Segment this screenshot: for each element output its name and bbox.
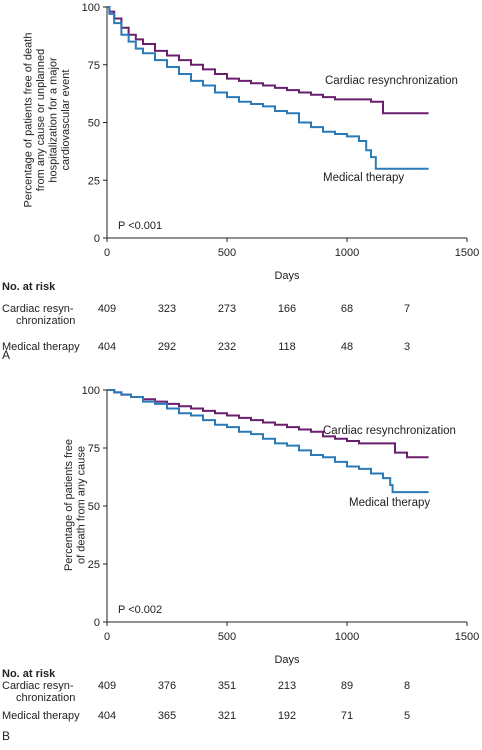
risk-value: 213 bbox=[277, 680, 297, 692]
y-tick-label: 25 bbox=[88, 175, 100, 187]
risk-value: 365 bbox=[157, 710, 177, 722]
risk-value: 166 bbox=[277, 303, 297, 315]
x-tick-label: 0 bbox=[104, 631, 110, 643]
y-axis-title: Percentage of patients free of deathfrom… bbox=[22, 33, 72, 208]
x-tick-label: 500 bbox=[218, 247, 236, 259]
risk-value: 71 bbox=[340, 710, 354, 722]
risk-row-label: chronization bbox=[16, 692, 76, 704]
x-tick-label: 1500 bbox=[455, 247, 479, 259]
y-tick-label: 100 bbox=[82, 2, 100, 14]
risk-value: 409 bbox=[97, 303, 117, 315]
x-tick-label: 1500 bbox=[455, 631, 479, 643]
y-tick-label: 50 bbox=[88, 118, 100, 130]
y-tick-label: 75 bbox=[88, 60, 100, 72]
risk-table-header: No. at risk bbox=[2, 668, 56, 680]
series-line-med bbox=[107, 389, 429, 494]
series-label-crt: Cardiac resynchronization bbox=[325, 75, 458, 87]
y-tick-label: 0 bbox=[94, 233, 100, 245]
risk-value: 118 bbox=[278, 341, 296, 353]
risk-value: 409 bbox=[97, 680, 117, 692]
x-axis-title: Days bbox=[274, 270, 300, 282]
x-tick-label: 1000 bbox=[335, 631, 359, 643]
y-tick-label: 0 bbox=[94, 617, 100, 629]
series-label-med: Medical therapy bbox=[323, 172, 404, 184]
risk-row-label: Cardiac resyn- bbox=[2, 680, 74, 692]
risk-value: 404 bbox=[97, 710, 117, 722]
risk-value: 232 bbox=[217, 341, 237, 353]
p-value-label: P <0.002 bbox=[118, 604, 162, 616]
y-axis-title: Percentage of patients freeof death from… bbox=[63, 439, 88, 571]
risk-table-header: No. at risk bbox=[2, 281, 56, 293]
risk-row-label: Cardiac resyn- bbox=[2, 303, 74, 315]
risk-row-label: Medical therapy bbox=[2, 341, 80, 353]
risk-value: 3 bbox=[403, 341, 411, 353]
risk-value: 68 bbox=[340, 303, 354, 315]
x-axis-title: Days bbox=[274, 654, 300, 666]
risk-value: 321 bbox=[217, 710, 237, 722]
risk-value: 376 bbox=[157, 680, 177, 692]
x-tick-label: 500 bbox=[218, 631, 236, 643]
y-tick-label: 75 bbox=[88, 443, 100, 455]
risk-row-label: chronization bbox=[16, 315, 76, 327]
risk-value: 404 bbox=[97, 341, 117, 353]
y-tick-label: 25 bbox=[88, 559, 100, 571]
risk-value: 323 bbox=[157, 303, 177, 315]
x-tick-label: 0 bbox=[104, 247, 110, 259]
series-label-crt: Cardiac resynchronization bbox=[323, 425, 456, 437]
y-tick-label: 100 bbox=[82, 385, 100, 397]
series-label-med: Medical therapy bbox=[349, 497, 430, 509]
x-tick-label: 1000 bbox=[335, 247, 359, 259]
risk-value: 8 bbox=[403, 680, 411, 692]
risk-value: 292 bbox=[157, 341, 177, 353]
risk-row-label: Medical therapy bbox=[2, 710, 80, 722]
series-line-med bbox=[107, 6, 429, 170]
risk-value: 192 bbox=[277, 710, 297, 722]
panel-letter: B bbox=[2, 729, 11, 743]
panel-letter: A bbox=[2, 348, 11, 362]
risk-value: 7 bbox=[403, 303, 411, 315]
y-tick-label: 50 bbox=[88, 501, 100, 513]
risk-value: 351 bbox=[217, 680, 237, 692]
p-value-label: P <0.001 bbox=[118, 220, 162, 232]
risk-value: 48 bbox=[340, 341, 354, 353]
risk-value: 273 bbox=[217, 303, 237, 315]
risk-value: 5 bbox=[403, 710, 411, 722]
risk-value: 89 bbox=[340, 680, 354, 692]
series-line-crt bbox=[107, 6, 429, 115]
series-line-crt bbox=[107, 389, 429, 459]
